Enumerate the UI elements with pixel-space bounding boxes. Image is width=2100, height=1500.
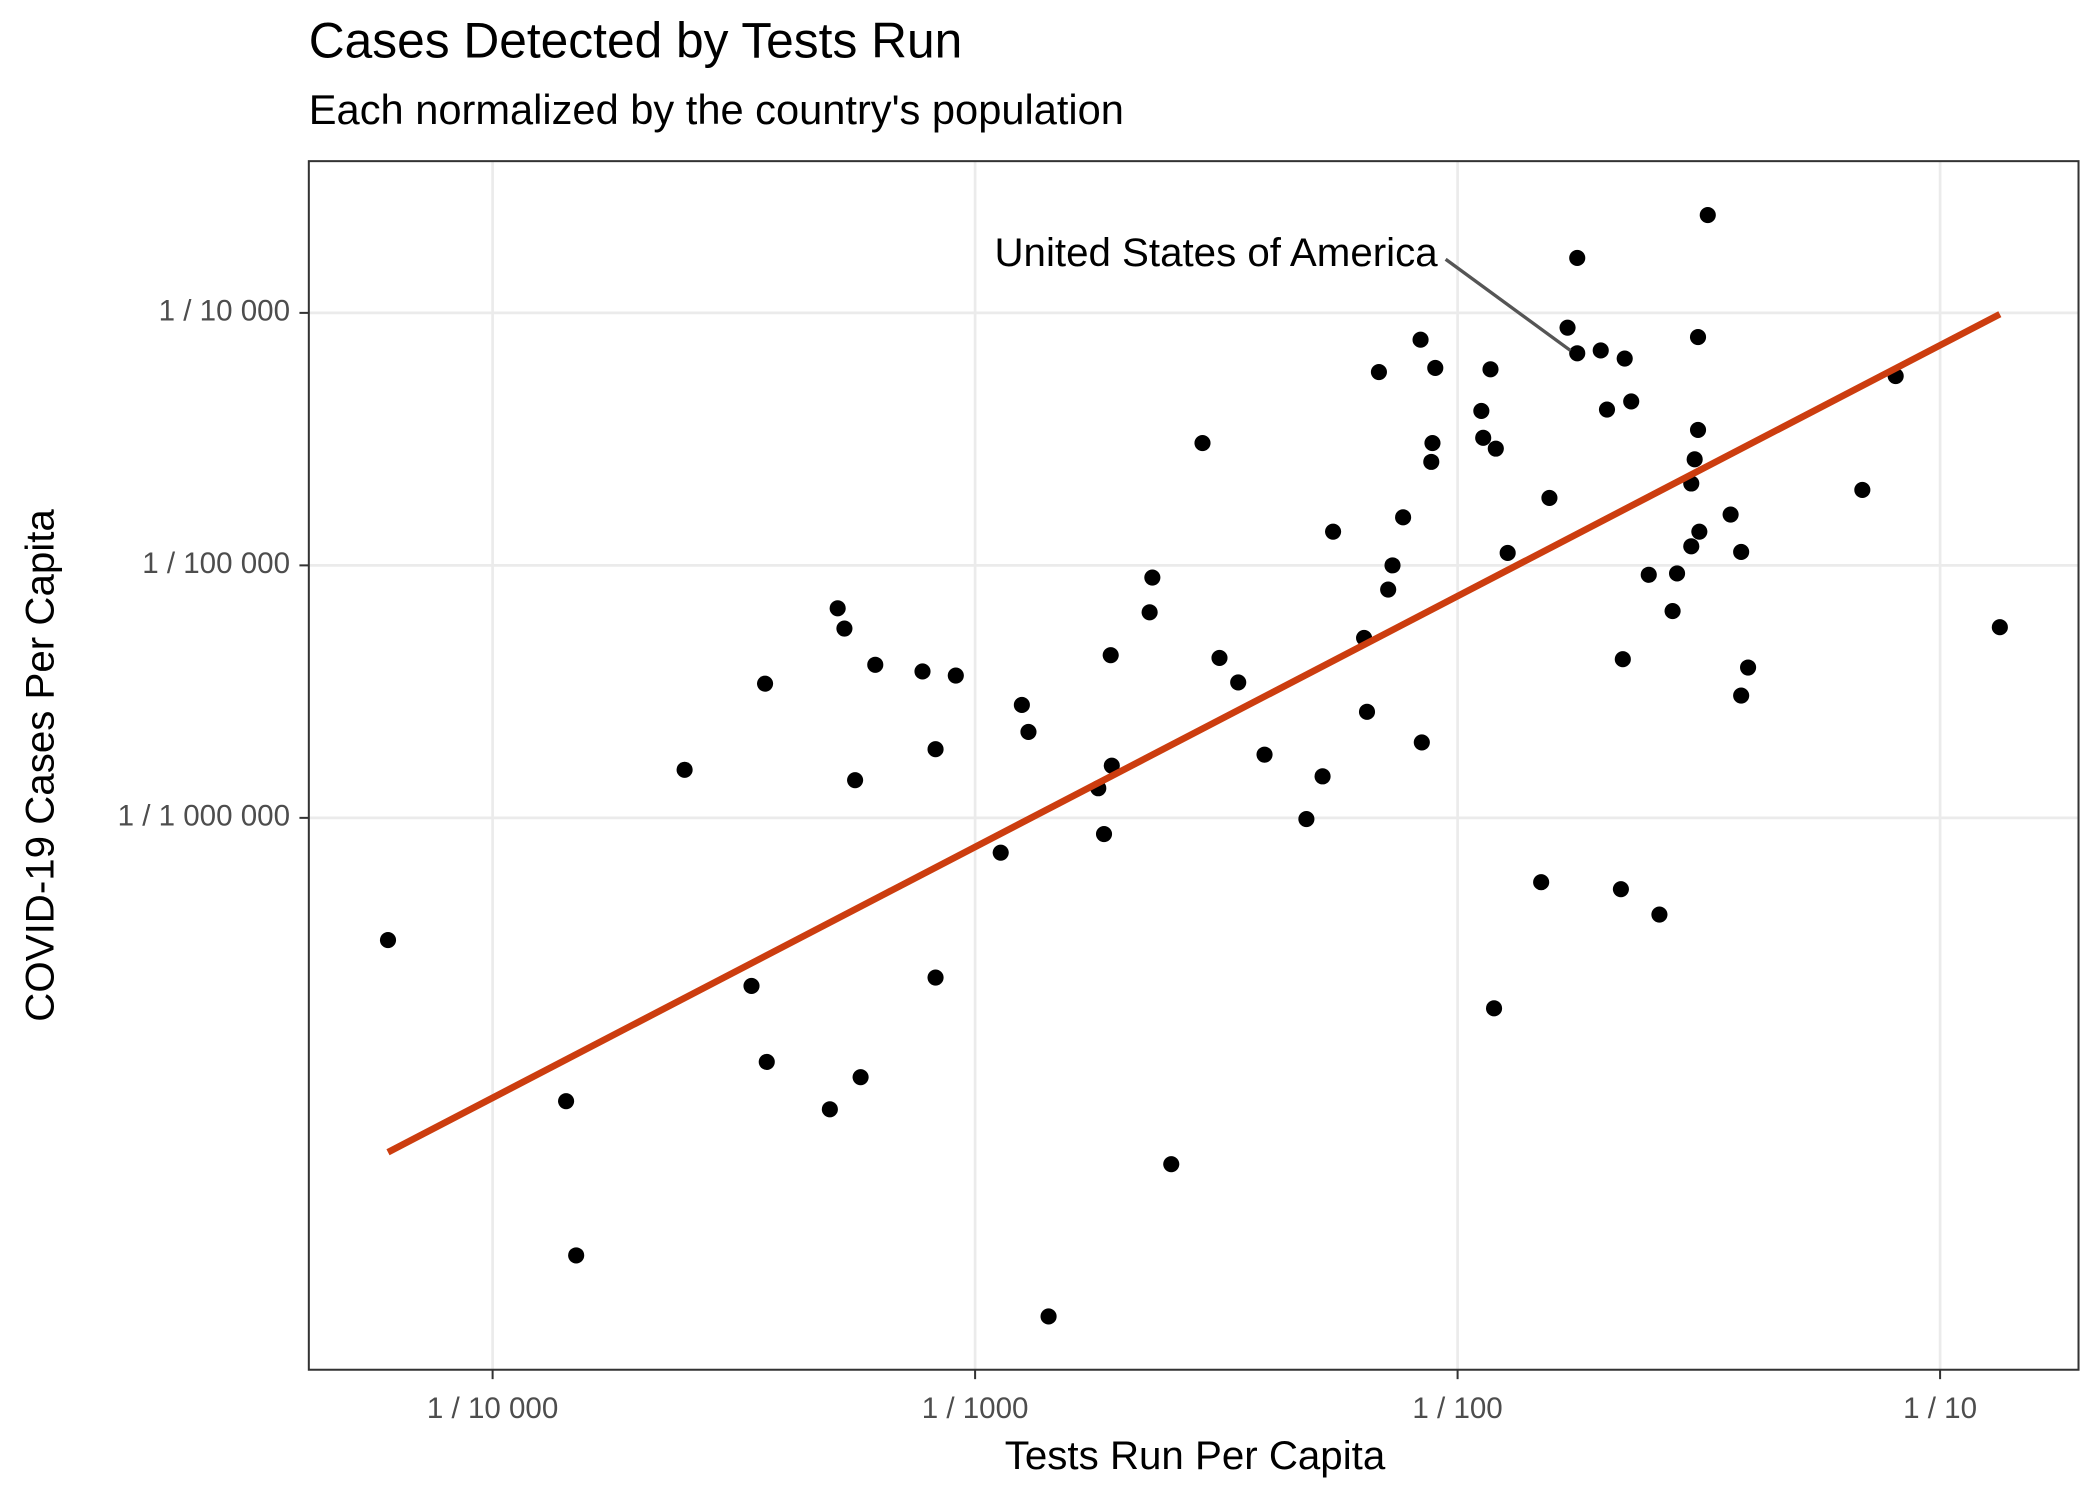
point: [743, 977, 760, 994]
point: [1256, 746, 1273, 763]
y-tick-label: 1 / 1 000 000: [118, 800, 290, 833]
x-tick-label: 1 / 1000: [922, 1392, 1029, 1425]
point: [1559, 319, 1576, 336]
point: [836, 620, 853, 637]
point: [914, 663, 931, 680]
point: [1623, 393, 1640, 410]
point: [1141, 604, 1158, 621]
point: [1475, 429, 1492, 446]
point: [947, 667, 964, 684]
point: [1473, 402, 1490, 419]
x-tick-label: 1 / 100: [1412, 1392, 1502, 1425]
point: [1384, 557, 1401, 574]
point: [1651, 906, 1668, 923]
point: [1013, 696, 1030, 714]
point: [1423, 453, 1440, 470]
point: [1854, 481, 1871, 498]
point: [1991, 619, 2008, 636]
point: [1163, 1156, 1180, 1173]
point: [1683, 538, 1700, 555]
point: [1144, 569, 1161, 586]
point: [1482, 361, 1499, 378]
point: [1040, 1308, 1057, 1325]
point: [867, 656, 884, 673]
point: [568, 1247, 585, 1264]
point: [558, 1093, 575, 1110]
point: [756, 675, 774, 692]
point: [1314, 768, 1331, 785]
point: [1614, 651, 1631, 668]
y-tick-label: 1 / 10 000: [159, 295, 290, 328]
point: [1616, 350, 1633, 367]
plot-frame: [307, 160, 2080, 1371]
point: [1380, 581, 1397, 598]
point: [1722, 506, 1739, 523]
point: [992, 844, 1009, 861]
x-tick-label: 1 / 10 000: [427, 1392, 558, 1425]
point: [1541, 489, 1558, 506]
point: [758, 1053, 775, 1070]
point: [1740, 659, 1757, 676]
point: [1095, 825, 1113, 843]
point: [379, 932, 397, 949]
point: [1686, 451, 1703, 468]
chart-subtitle: Each normalized by the country's populat…: [309, 86, 1124, 133]
point: [676, 761, 693, 778]
point: [1020, 723, 1037, 740]
point: [1499, 544, 1516, 562]
point: [1485, 1000, 1503, 1017]
point: [821, 1101, 838, 1118]
point: [1569, 345, 1586, 362]
point: [1358, 703, 1376, 720]
point: [927, 741, 944, 758]
point: [1103, 757, 1120, 774]
point: [1194, 435, 1211, 452]
y-axis-title: COVID-19 Cases Per Capita: [18, 509, 63, 1022]
point: [1413, 734, 1430, 751]
point: [1668, 565, 1686, 582]
annotation-label: United States of America: [994, 230, 1438, 275]
point: [1533, 874, 1550, 891]
point: [1298, 811, 1315, 828]
point: [1598, 401, 1616, 418]
trend-line: [386, 311, 2002, 1156]
point: [1699, 207, 1716, 224]
point: [1733, 687, 1750, 704]
point: [1733, 543, 1750, 561]
point: [847, 772, 864, 789]
point: [1370, 363, 1387, 381]
point: [1691, 523, 1708, 540]
point: [1412, 331, 1429, 348]
point: [1569, 249, 1586, 267]
point: [1487, 440, 1504, 457]
point: [1592, 342, 1609, 359]
y-tick-label: 1 / 100 000: [142, 547, 290, 580]
x-axis-title: Tests Run Per Capita: [1005, 1433, 1386, 1478]
point: [1211, 649, 1228, 666]
point: [1395, 509, 1412, 526]
point: [1102, 647, 1119, 664]
point: [852, 1069, 869, 1086]
chart-title: Cases Detected by Tests Run: [309, 12, 962, 68]
point: [1427, 359, 1444, 377]
point: [1230, 674, 1247, 691]
point: [1664, 603, 1681, 620]
point: [1640, 566, 1657, 583]
point: [1689, 329, 1707, 346]
point: [1689, 421, 1707, 438]
x-tick-label: 1 / 10: [1903, 1392, 1977, 1425]
point: [1424, 435, 1441, 452]
point: [1325, 523, 1342, 540]
annotation-leader: [1444, 257, 1572, 352]
point: [927, 969, 944, 986]
point: [829, 600, 846, 617]
point: [1612, 881, 1629, 898]
